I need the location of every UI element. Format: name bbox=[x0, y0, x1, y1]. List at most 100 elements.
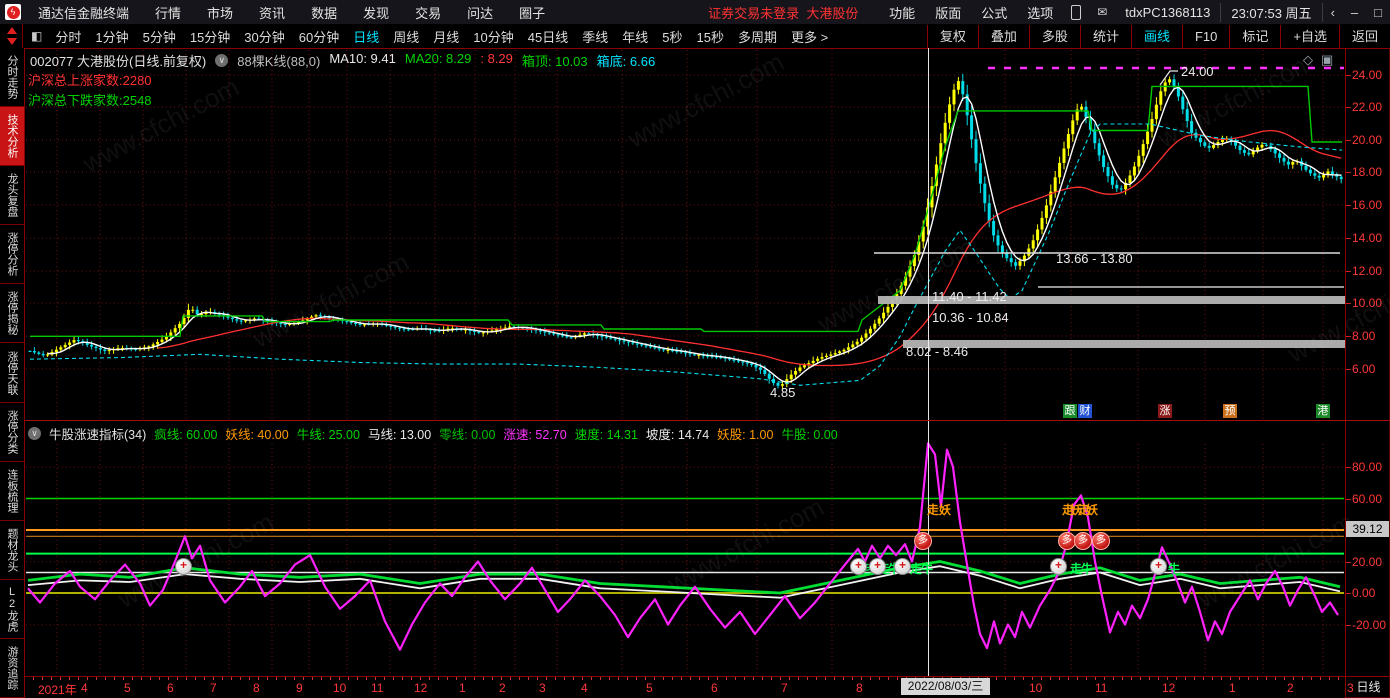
period-60分钟[interactable]: 60分钟 bbox=[298, 29, 340, 45]
period-年线[interactable]: 年线 bbox=[622, 29, 649, 45]
speed-indicator-chart[interactable] bbox=[24, 442, 1345, 676]
sidebar-item-分时走势[interactable]: 分时走势 bbox=[0, 48, 24, 108]
panel-divider[interactable] bbox=[24, 420, 1390, 421]
sidebar-item-涨停分类[interactable]: 涨停分类 bbox=[0, 403, 24, 462]
tick-mark bbox=[1345, 625, 1351, 626]
chevron-down-icon[interactable]: ∨ bbox=[28, 427, 41, 440]
sidebar-item-涨停揭秘[interactable]: 涨停揭秘 bbox=[0, 284, 24, 344]
mail-icon[interactable]: ✉ bbox=[1097, 5, 1108, 19]
lower-legend-item-3: 马线: 13.00 bbox=[367, 428, 432, 442]
sidebar-item-游资追踪[interactable]: 游资追踪 bbox=[0, 639, 24, 698]
lower-indicator-name[interactable]: 牛股涨速指标(34) bbox=[49, 428, 147, 442]
menu-行情[interactable]: 行情 bbox=[155, 5, 182, 21]
sidebar-item-题材龙头[interactable]: 题材龙头 bbox=[0, 521, 24, 580]
price-label: 11.40 - 11.42 bbox=[932, 289, 1007, 304]
y-tick-60.00: 60.00 bbox=[1352, 492, 1383, 506]
main-candlestick-chart[interactable] bbox=[24, 48, 1345, 420]
signal-label: 牛 bbox=[1168, 562, 1181, 576]
main-legend-item-0: MA10: 9.41 bbox=[329, 51, 396, 66]
menu-问达[interactable]: 问达 bbox=[467, 5, 494, 21]
period-分时[interactable]: 分时 bbox=[55, 29, 82, 45]
menu-圈子[interactable]: 圈子 bbox=[519, 5, 546, 21]
period-多周期[interactable]: 多周期 bbox=[737, 29, 777, 45]
diamond-icon[interactable]: ◇ bbox=[1303, 52, 1313, 67]
lower-legend-item-5: 涨速: 52.70 bbox=[503, 428, 567, 442]
menu-数据[interactable]: 数据 bbox=[311, 5, 338, 21]
event-tag-港[interactable]: 港 bbox=[1316, 404, 1330, 418]
duo-badge-icon: 多 bbox=[1092, 532, 1110, 550]
mobile-icon[interactable] bbox=[1071, 4, 1082, 20]
period-季线[interactable]: 季线 bbox=[582, 29, 609, 45]
panel-toggle-icon[interactable]: ▣ bbox=[1321, 52, 1334, 67]
decliners-count: 沪深总下跌家数:2548 bbox=[28, 93, 152, 108]
period-5分钟[interactable]: 5分钟 bbox=[142, 29, 176, 45]
time-label-5: 5 bbox=[124, 681, 131, 695]
menu-功能[interactable]: 功能 bbox=[889, 5, 916, 21]
tool-返回[interactable]: 返回 bbox=[1338, 24, 1390, 48]
time-label-3: 3 bbox=[1347, 681, 1354, 695]
sidebar-item-龙头复盘[interactable]: 龙头复盘 bbox=[0, 166, 24, 226]
event-tag-财[interactable]: 财 bbox=[1078, 404, 1092, 418]
period-月线[interactable]: 月线 bbox=[433, 29, 460, 45]
sidebar-item-涨停分析[interactable]: 涨停分析 bbox=[0, 225, 24, 285]
y-tick-16.00: 16.00 bbox=[1352, 198, 1383, 212]
bull-badge-icon: + bbox=[175, 558, 192, 575]
menu-资讯[interactable]: 资讯 bbox=[259, 5, 286, 21]
axis-separator bbox=[1345, 48, 1346, 698]
event-tag-跟[interactable]: 跟 bbox=[1063, 404, 1077, 418]
menu-版面[interactable]: 版面 bbox=[935, 5, 962, 21]
period-30分钟[interactable]: 30分钟 bbox=[244, 29, 285, 45]
lower-legend-item-8: 妖股: 1.00 bbox=[717, 428, 774, 442]
period-5秒[interactable]: 5秒 bbox=[662, 29, 683, 45]
lower-legend: 疯线: 60.00 妖线: 40.00 牛线: 25.00 马线: 13.00 零线: … bbox=[154, 424, 837, 443]
main-indicator-name[interactable]: 88棵K线(88,0) bbox=[237, 54, 321, 69]
menu-公式[interactable]: 公式 bbox=[981, 5, 1008, 21]
period-周线[interactable]: 周线 bbox=[393, 29, 420, 45]
chevron-down-icon[interactable]: ∨ bbox=[215, 54, 229, 67]
period-45日线[interactable]: 45日线 bbox=[527, 29, 569, 45]
tool-标记[interactable]: 标记 bbox=[1229, 24, 1280, 48]
tool-多股[interactable]: 多股 bbox=[1028, 24, 1080, 48]
menu-选项[interactable]: 选项 bbox=[1027, 5, 1054, 21]
tool-F10[interactable]: F10 bbox=[1181, 24, 1229, 48]
scroll-arrows-icon[interactable] bbox=[6, 27, 19, 45]
sidebar-item-连板梳理[interactable]: 连板梳理 bbox=[0, 462, 24, 521]
menu-发现[interactable]: 发现 bbox=[363, 5, 390, 21]
period-1分钟[interactable]: 1分钟 bbox=[95, 29, 129, 45]
event-tag-涨[interactable]: 涨 bbox=[1158, 404, 1172, 418]
main-chart-header: 002077 大港股份(日线.前复权) ∨ 88棵K线(88,0) MA10: … bbox=[30, 51, 655, 70]
period-indicator-cell[interactable]: 日线 bbox=[1345, 676, 1390, 698]
period-15分钟[interactable]: 15分钟 bbox=[189, 29, 231, 45]
menu-通达信金融终端[interactable]: 通达信金融终端 bbox=[38, 5, 130, 21]
time-axis[interactable]: 2021年 4 5 6 7 8 9 10 11 12 1 2 3 4 5 6 7 8 10 11 12 1 2 3 bbox=[24, 676, 1354, 698]
period-日线[interactable]: 日线 bbox=[353, 29, 380, 45]
sidebar-item-L2龙虎[interactable]: L2龙虎 bbox=[0, 580, 24, 639]
time-label-12: 12 bbox=[414, 681, 428, 695]
tick-mark bbox=[1345, 107, 1351, 108]
event-tag-预[interactable]: 预 bbox=[1223, 404, 1237, 418]
tool-统计[interactable]: 统计 bbox=[1079, 24, 1131, 48]
y-tick-12.00: 12.00 bbox=[1352, 264, 1383, 278]
tick-mark bbox=[1345, 593, 1351, 594]
period-更多 >[interactable]: 更多 > bbox=[790, 29, 829, 45]
window-control-1[interactable]: – bbox=[1350, 4, 1359, 20]
time-label-4: 4 bbox=[581, 681, 588, 695]
sidebar-item-涨停天联[interactable]: 涨停天联 bbox=[0, 343, 24, 403]
window-control-2[interactable]: □ bbox=[1374, 4, 1382, 20]
tool-+自选[interactable]: +自选 bbox=[1280, 24, 1339, 48]
period-10分钟[interactable]: 10分钟 bbox=[473, 29, 514, 45]
window-control-0[interactable]: ‹ bbox=[1330, 4, 1335, 20]
layout-icon[interactable]: ◧ bbox=[31, 29, 43, 43]
menu-交易[interactable]: 交易 bbox=[415, 5, 442, 21]
tool-复权[interactable]: 复权 bbox=[926, 24, 978, 48]
tool-叠加[interactable]: 叠加 bbox=[977, 24, 1029, 48]
menu-items: 通达信金融终端 行情 市场 资讯 数据 发现 交易 问达 圈子 bbox=[25, 3, 558, 22]
window-controls: ‹ – □ bbox=[1323, 5, 1390, 20]
lower-legend-item-1: 妖线: 40.00 bbox=[225, 428, 289, 442]
period-15秒[interactable]: 15秒 bbox=[696, 29, 724, 45]
sidebar-item-技术分析[interactable]: 技术分析 bbox=[0, 107, 24, 167]
tool-画线[interactable]: 画线 bbox=[1130, 24, 1182, 48]
menu-市场[interactable]: 市场 bbox=[207, 5, 234, 21]
lower-chart-header: ∨ 牛股涨速指标(34) 疯线: 60.00 妖线: 40.00 牛线: 25.00… bbox=[28, 424, 838, 443]
tick-mark bbox=[1345, 75, 1351, 76]
